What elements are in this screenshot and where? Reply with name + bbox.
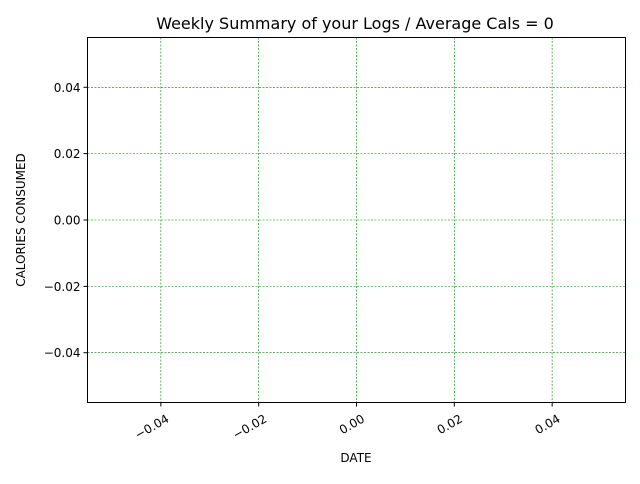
x-axis-label: DATE <box>340 451 371 465</box>
chart-title: Weekly Summary of your Logs / Average Ca… <box>156 14 554 33</box>
y-axis-label: CALORIES CONSUMED <box>14 153 28 287</box>
y-tick-label: 0.02 <box>54 147 81 161</box>
y-axis-ticks: 0.04 0.02 0.00 −0.02 −0.04 <box>44 81 88 360</box>
y-tick-label: −0.04 <box>44 346 81 360</box>
y-tick-label: −0.02 <box>44 280 81 294</box>
y-tick-label: 0.00 <box>54 214 81 228</box>
y-tick-label: 0.04 <box>54 81 81 95</box>
grid-lines <box>87 37 626 403</box>
